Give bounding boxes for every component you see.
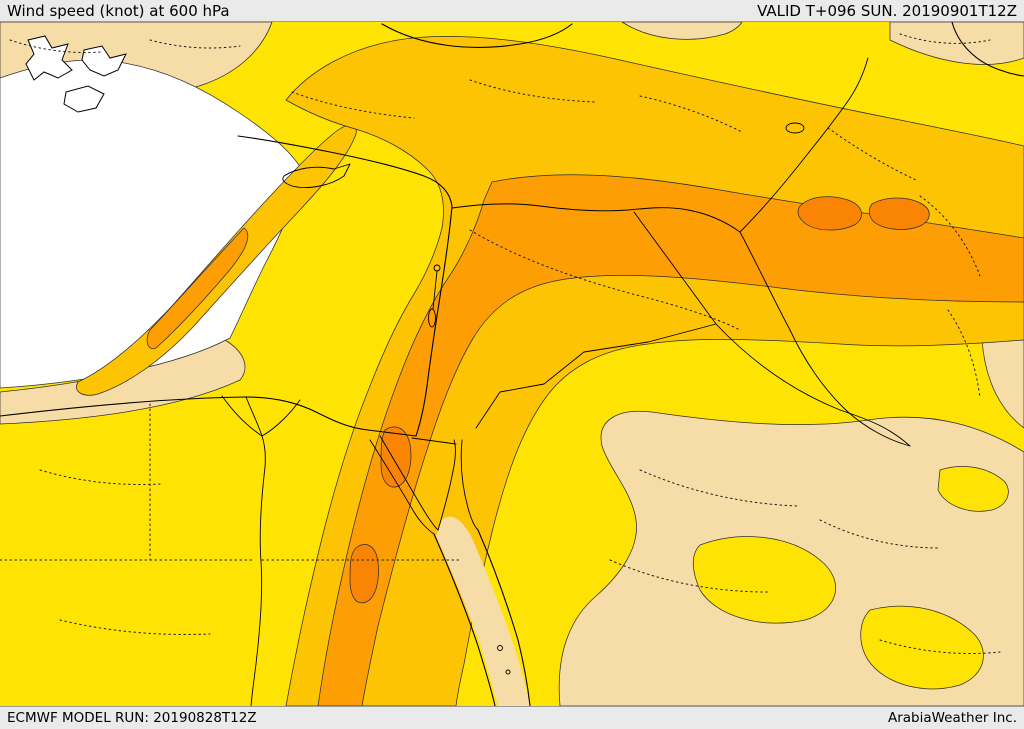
gulf-of-suez-west-coast [369,439,435,535]
valid-time-label: VALID T+096 SUN. 20190901T12Z [757,1,1017,20]
cyprus-island [282,163,351,188]
border-turkey-iran [687,57,869,233]
dotted-line-western-desert-1 [39,469,161,485]
wind-band-deep-orange-core-east-2 [868,197,930,230]
dotted-line-aegean-1 [9,39,101,53]
gulf-of-suez-east-coast [379,435,439,531]
dotted-line-southeast-corner [879,639,1001,654]
wind-band-yellow-hole-arabia-3 [937,466,1009,512]
wind-band-beige-top-center [620,21,743,40]
wind-band-deep-orange-core-red-sea [349,544,379,604]
dotted-line-western-desert-2 [59,619,211,635]
aegean-coast-patch-3 [63,85,105,113]
gulf-of-aqaba-east-coast [460,439,479,531]
model-run-label: ECMWF MODEL RUN: 20190828T12Z [7,710,257,726]
red-sea-east-coast [477,529,531,707]
dotted-line-aegean-2 [149,39,241,49]
red-sea-west-coast [433,533,496,707]
red-sea-island-2 [505,669,511,675]
dotted-line-northeast-corner [899,33,991,44]
dotted-line-euphrates [469,229,741,331]
attribution-label: ArabiaWeather Inc. [887,710,1017,726]
dotted-line-saudi-1 [639,469,799,507]
aegean-coast-patch-2 [81,45,127,77]
lake-van [785,122,805,134]
dead-sea [428,308,436,328]
coastline-black-sea [381,23,573,48]
border-syria-iraq [633,211,717,325]
red-sea-island-1 [497,645,503,651]
border-iran-iraq [739,231,911,447]
coastline-caspian [951,21,1024,77]
footer-bar: ECMWF MODEL RUN: 20190828T12Z ArabiaWeat… [0,706,1024,729]
dotted-line-turkey-3 [639,95,743,133]
nile-delta-east-branch [261,399,301,437]
coastline-anatolia-levant-egypt [0,135,453,437]
border-turkey-syria [451,203,689,212]
border-egypt-israel [411,437,457,445]
map-title: Wind speed (knot) at 600 hPa [7,1,230,20]
nile-delta-west-branch [221,395,263,437]
border-jordan-saudi [475,323,717,429]
dotted-line-turkey-1 [291,91,415,119]
wind-band-yellow-hole-arabia-1 [692,536,836,624]
aegean-coast-patch-1 [25,35,73,81]
wind-band-yellow-hole-arabia-2 [860,605,984,690]
header-bar: Wind speed (knot) at 600 hPa VALID T+096… [0,0,1024,22]
dotted-line-iran-1 [827,127,917,181]
wind-band-deep-orange-core-jordan [380,426,412,488]
gulf-of-aqaba-west-coast [437,439,456,531]
dotted-line-iran-2 [919,195,981,277]
jordan-river [432,270,438,310]
dotted-line-saudi-2 [609,559,769,593]
wind-band-orange-left-streak-core [146,227,249,350]
wind-band-deep-orange-core-east-1 [797,196,862,231]
dotted-line-iran-3 [947,309,981,399]
dotted-line-saudi-3 [819,519,941,549]
border-iraq-saudi [715,323,911,447]
red-sea-fill [436,516,530,706]
